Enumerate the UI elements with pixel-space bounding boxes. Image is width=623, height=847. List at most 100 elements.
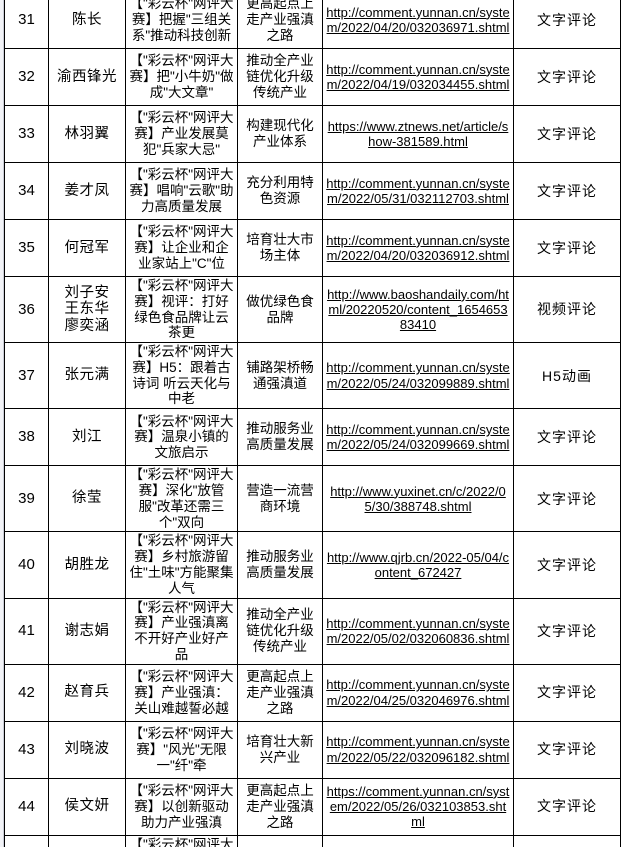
row-index-cell: 32 [4,48,49,106]
author-cell: 刘江 [48,408,126,467]
link-cell[interactable]: http://www.qjrb.cn/2022-05/04/content_67… [322,531,514,599]
work-title-cell: 【"彩云杯"网评大赛】以创新驱动助力产业强滇 [125,777,238,836]
topic-cell: 广纳贤才促发展 [237,834,323,847]
author-name: 廖奕涵 [64,317,110,334]
row-index-cell: 41 [4,597,49,665]
work-hyperlink[interactable]: http://comment.yunnan.cn/system/2022/04/… [326,232,510,263]
work-type-cell: 文字评论 [513,777,621,836]
author-cell: 谢志娟 [48,597,126,665]
row-index-cell: 36 [4,275,49,344]
author-name: 林羽翼 [64,125,110,142]
work-title-cell: 【"彩云杯"网评大赛】温泉小镇的文旅启示 [125,408,238,467]
row-header-gutter [0,0,4,847]
work-hyperlink[interactable]: http://www.baoshandaily.com/html/2022052… [327,286,509,333]
topic-cell: 更高起点上走产业强滇之路 [237,0,323,49]
work-type-cell: 文字评论 [513,162,621,220]
row-index-cell: 37 [4,342,49,410]
author-name-list: 何冠军 [51,240,123,257]
work-title-cell: 【"彩云杯"网评大赛】让企业和企业家站上"C"位 [125,219,238,277]
work-hyperlink[interactable]: http://comment.yunnan.cn/system/2022/04/… [326,677,510,708]
row-index-cell: 34 [4,162,49,220]
link-cell[interactable]: http://comment.yunnan.cn/system/2022/04/… [322,48,514,106]
link-cell[interactable]: http://comment.yunnan.cn/system/2022/05/… [322,408,514,467]
work-hyperlink[interactable]: http://comment.yunnan.cn/system/2022/05/… [326,422,510,453]
author-name: 侯文妍 [64,798,110,815]
submissions-table: 31 陈长 【"彩云杯"网评大赛】把握"三组关系"推动科技创新 更高起点上走产业强滇之… [4,0,621,847]
author-cell: 胡胜龙 [48,531,126,599]
work-hyperlink[interactable]: http://comment.yunnan.cn/system/2022/04/… [326,61,510,92]
author-name-list: 林羽翼 [51,126,123,143]
topic-cell: 培育壮大新兴产业 [237,720,323,779]
link-cell[interactable]: https://www.ztnews.net/article/show-3815… [322,105,514,163]
work-hyperlink[interactable]: http://www.yuxinet.cn/c/2022/05/30/38874… [330,483,506,514]
author-name-list: 谢志娟 [51,623,123,640]
author-cell: 刘晓波 [48,720,126,779]
author-cell: 侯文妍 [48,777,126,836]
work-hyperlink[interactable]: http://comment.yunnan.cn/system/2022/05/… [326,175,510,206]
link-cell[interactable]: http://comment.yunnan.cn/system/2022/05/… [322,834,514,847]
work-title-cell: 【"彩云杯"网评大赛】深化"放管服"改革还需三个"双向 [125,465,238,533]
table-row: 35 何冠军 【"彩云杯"网评大赛】让企业和企业家站上"C"位 培育壮大市场主体 htt… [4,219,621,277]
work-type-cell: 文字评论 [513,465,621,533]
link-cell[interactable]: http://comment.yunnan.cn/system/2022/04/… [322,0,514,49]
topic-cell: 构建现代化产业体系 [237,105,323,163]
author-cell: 渝西锋光 [48,48,126,106]
table-row: 34 姜才凤 【"彩云杯"网评大赛】唱响"云歌"助力高质量发展 充分利用特色资源 htt… [4,162,621,220]
author-name-list: 张元满 [51,367,123,384]
work-hyperlink[interactable]: https://comment.yunnan.cn/system/2022/05… [326,783,510,830]
link-cell[interactable]: https://comment.yunnan.cn/system/2022/05… [322,777,514,836]
link-cell[interactable]: http://comment.yunnan.cn/system/2022/05/… [322,162,514,220]
table-row: 44 侯文妍 【"彩云杯"网评大赛】以创新驱动助力产业强滇 更高起点上走产业强滇之路 h… [4,777,621,836]
table-row: 33 林羽翼 【"彩云杯"网评大赛】产业发展莫犯"兵家大忌" 构建现代化产业体系 htt… [4,105,621,163]
author-name-list: 侯文妍 [51,798,123,815]
link-cell[interactable]: http://comment.yunnan.cn/system/2022/04/… [322,219,514,277]
work-title-cell: 【"彩云杯"网评大赛】强化人才引领助力打好"三张牌" [125,834,238,847]
author-name: 张元满 [64,367,110,384]
row-index-cell: 35 [4,219,49,277]
row-index-cell: 38 [4,408,49,467]
work-hyperlink[interactable]: http://comment.yunnan.cn/system/2022/05/… [326,360,510,391]
topic-cell: 培育壮大市场主体 [237,219,323,277]
work-type-cell: 文字评论 [513,48,621,106]
link-cell[interactable]: http://comment.yunnan.cn/system/2022/04/… [322,663,514,722]
author-cell: 刘子安 王东华 廖奕涵 [48,275,126,344]
link-cell[interactable]: http://comment.yunnan.cn/system/2022/05/… [322,597,514,665]
work-title-cell: 【"彩云杯"网评大赛】视评：打好绿色食品牌让云茶更 [125,275,238,344]
work-title-cell: 【"彩云杯"网评大赛】把握"三组关系"推动科技创新 [125,0,238,49]
work-hyperlink[interactable]: http://www.qjrb.cn/2022-05/04/content_67… [326,549,510,580]
work-hyperlink[interactable]: http://comment.yunnan.cn/system/2022/05/… [326,615,510,647]
author-cell: 陈长 [48,0,126,49]
work-type-cell: H5动画 [513,342,621,410]
work-type-cell: 文字评论 [513,219,621,277]
author-name: 胡胜龙 [64,556,110,573]
author-cell: 赵育兵 [48,663,126,722]
author-name-list: 胡胜龙 [51,557,123,574]
author-name: 赵育兵 [64,684,110,701]
table-row: 36 刘子安 王东华 廖奕涵 【"彩云杯"网评大赛】视评：打好绿色食品牌让云茶更 做优绿色… [4,275,621,344]
work-title-cell: 【"彩云杯"网评大赛】产业强滇：关山难越誓必越 [125,663,238,722]
work-hyperlink[interactable]: https://www.ztnews.net/article/show-3815… [327,118,509,149]
link-cell[interactable]: http://www.baoshandaily.com/html/2022052… [322,275,514,344]
work-type-cell: 文字评论 [513,834,621,847]
work-title-cell: 【"彩云杯"网评大赛】唱响"云歌"助力高质量发展 [125,162,238,220]
author-cell: 何冠军 [48,219,126,277]
link-cell[interactable]: http://www.yuxinet.cn/c/2022/05/30/38874… [322,465,514,533]
author-name: 何冠军 [64,239,110,256]
table-row: 32 渝西锋光 【"彩云杯"网评大赛】把"小牛奶"做成"大文章" 推动全产业链优化升级… [4,48,621,106]
link-cell[interactable]: http://comment.yunnan.cn/system/2022/05/… [322,720,514,779]
topic-cell: 推动全产业链优化升级传统产业 [237,597,323,665]
author-name: 渝西锋光 [57,68,117,85]
author-name-list: 姜才凤 [51,183,123,200]
row-index-cell: 39 [4,465,49,533]
table-row: 38 刘江 【"彩云杯"网评大赛】温泉小镇的文旅启示 推动服务业高质量发展 http:/… [4,408,621,467]
author-name: 刘子安 [64,284,110,301]
link-cell[interactable]: http://comment.yunnan.cn/system/2022/05/… [322,342,514,410]
author-name-list: 刘江 [51,429,123,446]
work-type-cell: 视频评论 [513,275,621,344]
work-hyperlink[interactable]: http://comment.yunnan.cn/system/2022/04/… [326,4,510,35]
work-hyperlink[interactable]: http://comment.yunnan.cn/system/2022/05/… [326,734,510,765]
table-row: 41 谢志娟 【"彩云杯"网评大赛】产业强滇离不开好产业好产品 推动全产业链优化升级传… [4,597,621,665]
topic-cell: 推动服务业高质量发展 [237,531,323,599]
work-type-cell: 文字评论 [513,105,621,163]
work-type-cell: 文字评论 [513,531,621,599]
